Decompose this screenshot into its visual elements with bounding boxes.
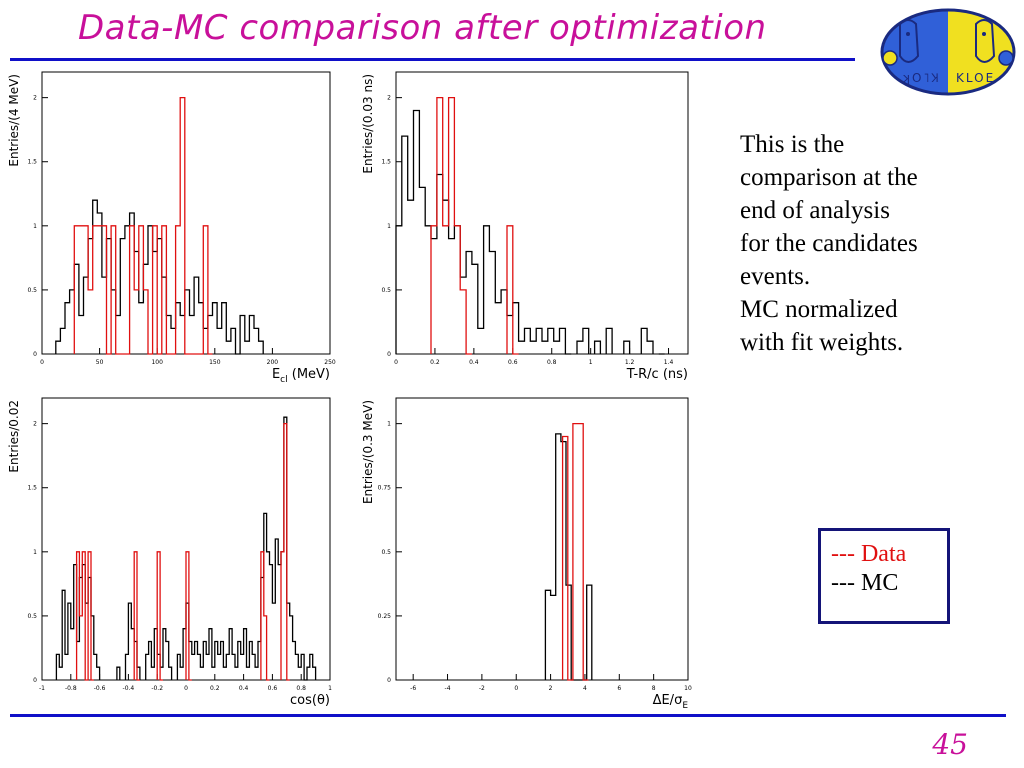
x-tick-label: 1.2	[625, 359, 635, 366]
page-number: 45	[932, 728, 968, 761]
x-tick-label: 1	[589, 359, 593, 366]
x-tick-label: -0.8	[65, 685, 77, 692]
x-tick-label: -0.2	[151, 685, 163, 692]
x-tick-label: 200	[267, 359, 279, 366]
x-tick-label: 0.6	[508, 359, 518, 366]
x-tick-label: 0	[514, 685, 518, 692]
histogram-mc-series	[55, 416, 317, 681]
histogram-mc-series	[544, 433, 593, 681]
y-axis-label: Entries/0.02	[7, 400, 21, 473]
y-tick-label: 1.5	[381, 159, 391, 166]
histogram-energy: 0 0.5 1 1.5 2 0 50 100 150 200 250 Entries/(4 MeV) E…	[7, 71, 336, 385]
legend-box: --- Data --- MC	[818, 528, 950, 624]
legend-data-label: --- Data	[831, 541, 907, 567]
svg-text:ʞO˥Ʞ: ʞO˥Ʞ	[902, 71, 941, 85]
x-tick-label: 4	[583, 685, 587, 692]
x-tick-label: 2	[549, 685, 553, 692]
footer-rule	[10, 714, 1006, 717]
x-tick-label: 0	[40, 359, 44, 366]
x-tick-label: -1	[39, 685, 45, 692]
description-line: comparison at the	[740, 164, 918, 191]
y-tick-label: 1.5	[27, 485, 37, 492]
y-tick-label: 2	[387, 95, 391, 102]
description-line: MC normalized	[740, 296, 898, 323]
title-rule	[10, 58, 855, 61]
x-tick-label: 0	[394, 359, 398, 366]
description-line: events.	[740, 263, 811, 290]
x-tick-label: 0	[184, 685, 188, 692]
slide-title: Data-MC comparison after optimization	[78, 8, 767, 48]
x-tick-label: 1.4	[664, 359, 674, 366]
x-axis-label: Ecl (MeV)	[272, 367, 330, 385]
y-tick-label: 0.5	[381, 287, 391, 294]
histogram-time: 0 0.5 1 1.5 2 0 0.2 0.4 0.6 0.8 1 1.2 1.4 Entries/(0.…	[361, 71, 689, 382]
y-tick-label: 0.25	[378, 613, 392, 620]
y-axis-label: Entries/(0.3 MeV)	[361, 400, 375, 504]
x-tick-label: 50	[96, 359, 104, 366]
x-tick-label: -2	[479, 685, 485, 692]
y-tick-label: 1.5	[27, 159, 37, 166]
y-tick-label: 0	[387, 677, 391, 684]
y-tick-label: 1	[387, 223, 391, 230]
histogram-data-series	[73, 96, 213, 355]
x-tick-label: 0.8	[296, 685, 306, 692]
legend-mc-label: --- MC	[831, 570, 899, 596]
x-tick-label: 0.2	[430, 359, 440, 366]
x-tick-label: -0.6	[94, 685, 106, 692]
plot-frame	[395, 397, 689, 681]
y-tick-label: 0.75	[378, 485, 392, 492]
histogram-data-series	[430, 96, 519, 355]
x-tick-label: 150	[209, 359, 221, 366]
histogram-mc-series	[55, 199, 264, 355]
histogram-cos-theta: 0 0.5 1 1.5 2 -1 -0.8 -0.6 -0.4 -0.2 0 0.2 0.4 0.6 0.8…	[7, 397, 332, 708]
y-tick-label: 1	[33, 549, 37, 556]
x-tick-label: 100	[151, 359, 163, 366]
histogram-data-series	[561, 422, 589, 681]
x-tick-label: 6	[617, 685, 621, 692]
y-tick-label: 0.5	[27, 287, 37, 294]
x-tick-label: -4	[445, 685, 451, 692]
plot-frame	[41, 71, 331, 355]
histogram-delta-e: 0 0.25 0.5 0.75 1 -6 -4 -2 0 2 4 6 8 10 Entries/(0.3 M…	[361, 397, 692, 711]
x-axis-label: ΔE/σE	[653, 693, 689, 711]
y-tick-label: 1	[33, 223, 37, 230]
description-line: This is the	[740, 131, 845, 158]
histogram-mc-series	[395, 109, 665, 355]
kloe-logo-icon: ʞO˥Ʞ KLOE	[880, 8, 1016, 96]
description-line: end of analysis	[740, 197, 890, 224]
x-tick-label: -6	[410, 685, 416, 692]
y-tick-label: 2	[33, 95, 37, 102]
x-tick-label: 1	[328, 685, 332, 692]
x-tick-label: 0.8	[547, 359, 557, 366]
description-line: with fit weights.	[740, 329, 904, 356]
description-line: for the candidates	[740, 230, 918, 257]
y-tick-label: 1	[387, 421, 391, 428]
y-tick-label: 0	[387, 351, 391, 358]
x-tick-label: 250	[324, 359, 336, 366]
x-tick-label: 0.4	[469, 359, 479, 366]
y-tick-label: 0	[33, 677, 37, 684]
x-tick-label: 0.2	[210, 685, 220, 692]
plot-frame	[395, 71, 689, 355]
y-tick-label: 2	[33, 421, 37, 428]
y-tick-label: 0.5	[27, 613, 37, 620]
x-axis-label: T-R/c (ns)	[626, 367, 688, 382]
x-tick-label: -0.4	[123, 685, 135, 692]
logo-text: KLOE	[956, 71, 995, 85]
x-tick-label: 8	[652, 685, 656, 692]
x-tick-label: 0.4	[239, 685, 249, 692]
y-axis-label: Entries/(4 MeV)	[7, 74, 21, 167]
y-axis-label: Entries/(0.03 ns)	[361, 74, 375, 174]
y-tick-label: 0	[33, 351, 37, 358]
description-text: This is the comparison at the end of ana…	[740, 128, 1010, 359]
x-axis-label: cos(θ)	[290, 693, 330, 708]
histogram-data-series	[75, 422, 290, 681]
x-tick-label: 10	[684, 685, 692, 692]
y-tick-label: 0.5	[381, 549, 391, 556]
x-tick-label: 0.6	[268, 685, 278, 692]
